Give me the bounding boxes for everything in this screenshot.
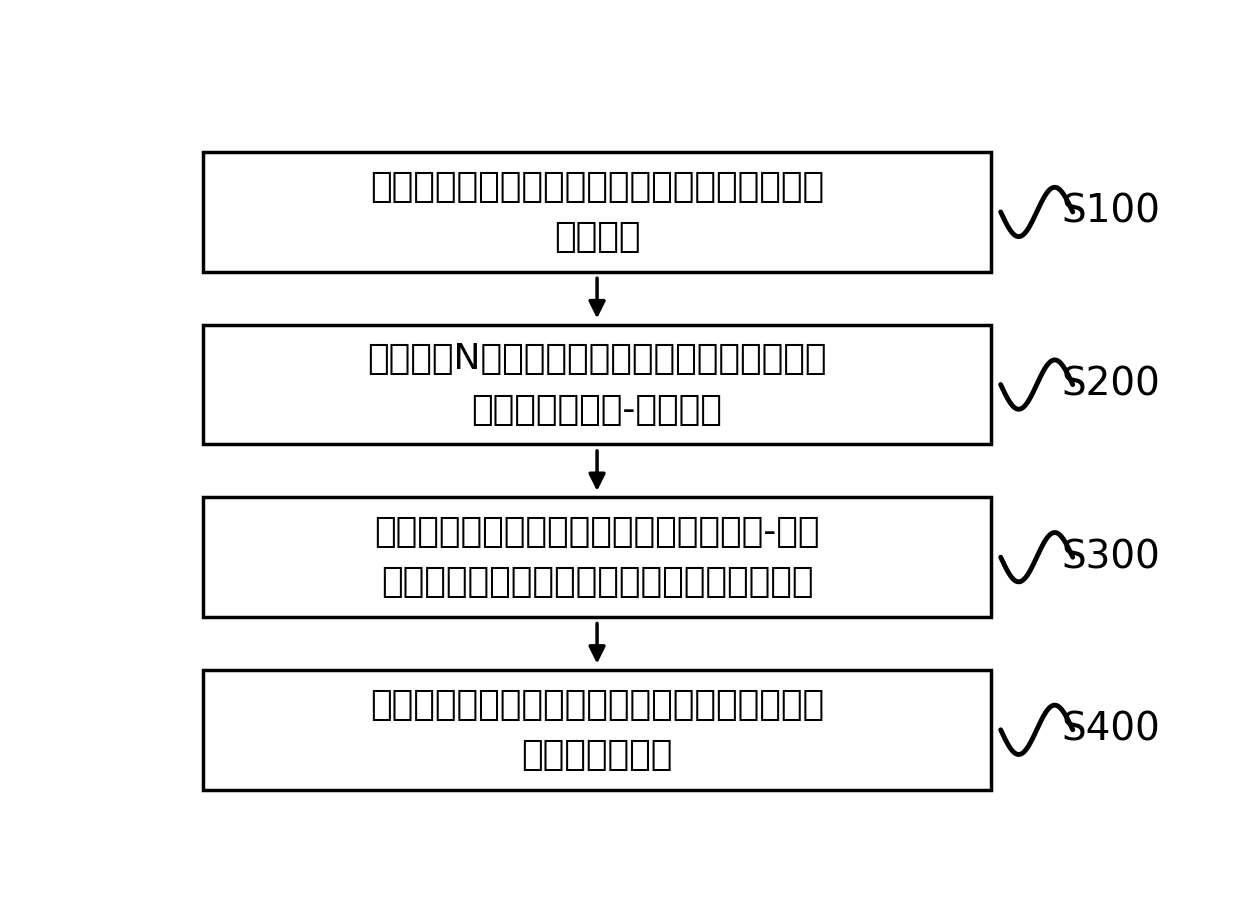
Text: S400: S400 <box>1061 711 1161 748</box>
Text: 将相互关联的第一日志流的记录和第二日志流的
记录合并后输出: 将相互关联的第一日志流的记录和第二日志流的 记录合并后输出 <box>370 688 825 772</box>
FancyBboxPatch shape <box>203 670 991 790</box>
FancyBboxPatch shape <box>203 325 991 445</box>
Text: S200: S200 <box>1061 366 1161 404</box>
Text: 实时获取N个第二日志流的内容，并将获取的内
容转换加载到键-值数据集: 实时获取N个第二日志流的内容，并将获取的内 容转换加载到键-值数据集 <box>367 342 827 426</box>
Text: 根据第一日志流的增量记录的键对所述键-值数
据集进行查询并将查询结果与对应的记录关联: 根据第一日志流的增量记录的键对所述键-值数 据集进行查询并将查询结果与对应的记录… <box>374 515 820 599</box>
Text: S300: S300 <box>1061 538 1161 576</box>
FancyBboxPatch shape <box>203 152 991 272</box>
FancyBboxPatch shape <box>203 497 991 617</box>
Text: 实时获取第一日志流的内容，提取第一日志流的
增量记录: 实时获取第一日志流的内容，提取第一日志流的 增量记录 <box>370 170 825 254</box>
Text: S100: S100 <box>1061 193 1161 231</box>
